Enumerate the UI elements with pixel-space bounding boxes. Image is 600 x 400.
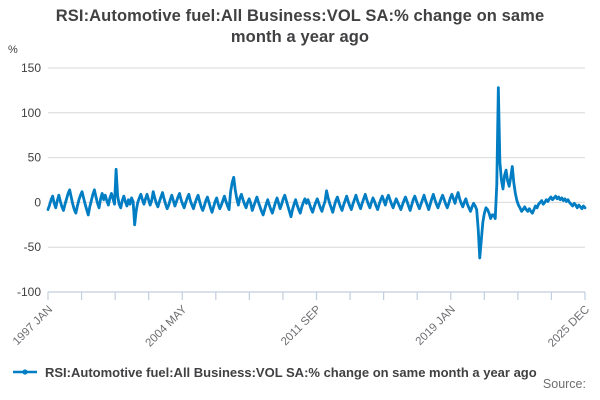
svg-text:0: 0 <box>34 195 41 209</box>
chart-title: RSI:Automotive fuel:All Business:VOL SA:… <box>55 7 545 46</box>
y-tick-labels: 150 100 50 0 -50 -100 <box>17 61 41 299</box>
legend-label: RSI:Automotive fuel:All Business:VOL SA:… <box>45 364 537 380</box>
svg-text:2004 MAY: 2004 MAY <box>144 303 190 349</box>
y-axis-unit-label: % <box>8 44 18 56</box>
plot-area: 150 100 50 0 -50 -100 1997 JAN 2004 MAY 2011 SEP… <box>11 61 592 350</box>
svg-text:2025 DEC: 2025 DEC <box>546 304 592 350</box>
svg-text:2011 SEP: 2011 SEP <box>279 303 324 348</box>
source-label: Source: <box>542 377 586 391</box>
legend-item[interactable]: RSI:Automotive fuel:All Business:VOL SA:… <box>12 362 537 382</box>
svg-text:1997 JAN: 1997 JAN <box>11 304 55 348</box>
svg-text:100: 100 <box>21 106 41 120</box>
svg-text:-100: -100 <box>17 285 41 299</box>
svg-text:2019 JAN: 2019 JAN <box>414 304 458 348</box>
x-axis: 1997 JAN 2004 MAY 2011 SEP 2019 JAN 2025 DEC <box>11 291 592 350</box>
svg-text:-50: -50 <box>24 240 42 254</box>
series-line <box>46 86 587 260</box>
svg-text:150: 150 <box>21 61 41 75</box>
legend-marker <box>13 369 37 375</box>
svg-text:50: 50 <box>28 151 42 165</box>
